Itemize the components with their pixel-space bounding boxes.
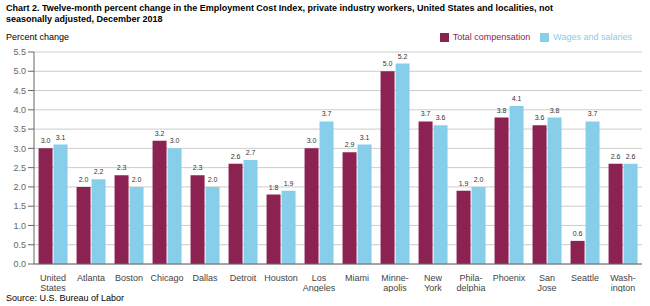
html-text:Wages and salaries: Wages and salaries [553, 32, 632, 42]
svg-text:2.0: 2.0 [474, 176, 484, 183]
svg-text:Houston: Houston [264, 273, 298, 283]
html-text:Percent change: Percent change [6, 32, 69, 42]
svg-text:2.0: 2.0 [79, 176, 89, 183]
svg-text:2.0: 2.0 [13, 182, 26, 192]
svg-text:3.8: 3.8 [550, 107, 560, 114]
svg-text:0.0: 0.0 [13, 259, 26, 269]
svg-text:2.9: 2.9 [345, 141, 355, 148]
svg-text:NewYork: NewYork [424, 273, 443, 292]
svg-text:2.3: 2.3 [193, 164, 203, 171]
svg-text:3.7: 3.7 [421, 110, 431, 117]
svg-text:2.0: 2.0 [132, 176, 142, 183]
svg-text:Phoenix: Phoenix [493, 273, 526, 283]
html-text:Source: U.S. Bureau of Labor: Source: U.S. Bureau of Labor [6, 293, 125, 303]
svg-text:2.5: 2.5 [13, 163, 26, 173]
svg-text:3.8: 3.8 [497, 107, 507, 114]
svg-text:Phila-delphia: Phila-delphia [456, 273, 485, 292]
svg-text:5.2: 5.2 [398, 53, 408, 60]
html-text:Total compensation: Total compensation [452, 32, 531, 42]
svg-text:Atlanta: Atlanta [77, 273, 105, 283]
svg-text:3.0: 3.0 [41, 137, 51, 144]
svg-text:4.5: 4.5 [13, 86, 26, 96]
svg-text:3.5: 3.5 [13, 124, 26, 134]
svg-text:5.0: 5.0 [13, 66, 26, 76]
svg-text:0.5: 0.5 [13, 240, 26, 250]
svg-text:3.7: 3.7 [588, 110, 598, 117]
html-text:Chart 2. Twelve-month percent: Chart 2. Twelve-month percent change in … [6, 3, 553, 13]
svg-text:2.2: 2.2 [94, 168, 104, 175]
svg-text:1.8: 1.8 [269, 184, 279, 191]
svg-text:5.5: 5.5 [13, 47, 26, 57]
svg-text:1.9: 1.9 [284, 180, 294, 187]
svg-text:1.5: 1.5 [13, 201, 26, 211]
svg-text:0.6: 0.6 [573, 230, 583, 237]
svg-text:2.6: 2.6 [626, 153, 636, 160]
svg-text:Miami: Miami [345, 273, 369, 283]
svg-text:2.7: 2.7 [246, 149, 256, 156]
svg-text:Seattle: Seattle [571, 273, 599, 283]
svg-text:2.0: 2.0 [208, 176, 218, 183]
svg-text:3.0: 3.0 [13, 144, 26, 154]
svg-text:4.0: 4.0 [13, 105, 26, 115]
svg-text:Detroit: Detroit [230, 273, 257, 283]
svg-text:UnitedStates: UnitedStates [40, 273, 66, 292]
svg-text:Boston: Boston [115, 273, 143, 283]
html-text:seasonally adjusted, December: seasonally adjusted, December 2018 [6, 14, 163, 24]
svg-text:3.6: 3.6 [436, 114, 446, 121]
svg-text:5.0: 5.0 [383, 60, 393, 67]
svg-text:LosAngeles: LosAngeles [303, 273, 336, 292]
svg-text:1.9: 1.9 [459, 180, 469, 187]
svg-text:3.7: 3.7 [322, 110, 332, 117]
svg-text:2.6: 2.6 [611, 153, 621, 160]
svg-text:Chicago: Chicago [150, 273, 183, 283]
svg-text:3.6: 3.6 [535, 114, 545, 121]
svg-text:2.6: 2.6 [231, 153, 241, 160]
svg-text:3.2: 3.2 [155, 130, 165, 137]
svg-text:3.0: 3.0 [170, 137, 180, 144]
svg-text:3.0: 3.0 [307, 137, 317, 144]
svg-text:1.0: 1.0 [13, 221, 26, 231]
svg-text:4.1: 4.1 [512, 95, 522, 102]
svg-text:2.3: 2.3 [117, 164, 127, 171]
svg-text:3.1: 3.1 [360, 134, 370, 141]
svg-text:Dallas: Dallas [192, 273, 218, 283]
svg-text:3.1: 3.1 [56, 134, 66, 141]
svg-text:Wash-ington: Wash-ington [610, 273, 636, 292]
svg-text:Minne-apolis: Minne-apolis [381, 273, 409, 292]
svg-text:SanJose: SanJose [537, 273, 556, 292]
